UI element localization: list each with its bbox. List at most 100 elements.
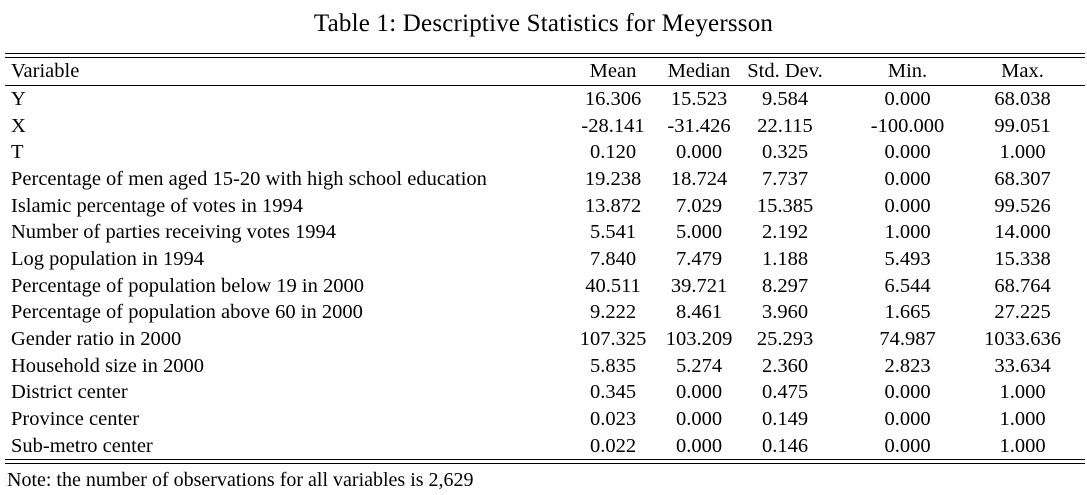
- value-cell: 68.038: [994, 88, 1051, 110]
- value-cell: 25.293: [756, 327, 814, 350]
- table-row: Number of parties receiving votes 1994 5.…: [5, 219, 1085, 246]
- table-row: Islamic percentage of votes in 1994 13.87…: [5, 193, 1085, 220]
- bottom-double-rule: [5, 459, 1085, 465]
- value-cell: 0.000: [884, 141, 931, 164]
- value-cell: 0.475: [761, 381, 809, 404]
- value-cell: 103.209: [665, 327, 733, 350]
- value-cell: 7.737: [761, 167, 809, 190]
- table-title: Table 1: Descriptive Statistics for Meye…: [313, 10, 774, 37]
- value-cell: 0.000: [884, 88, 931, 110]
- value-cell: 33.634: [994, 354, 1051, 377]
- value-cell: 15.385: [756, 194, 814, 217]
- variable-label-cell: Percentage of population below 19 in 200…: [11, 274, 364, 297]
- value-cell: 68.764: [994, 274, 1051, 297]
- value-cell: 2.192: [761, 221, 809, 244]
- value-cell: 1.000: [999, 434, 1046, 457]
- table-row: Gender ratio in 2000 107.325 103.209 25.293…: [5, 326, 1085, 353]
- value-cell: 7.029: [675, 194, 723, 217]
- table-row: X -28.141 -31.426 22.115 -100.000 99.051: [5, 113, 1085, 140]
- value-cell: 0.000: [884, 407, 931, 430]
- column-header-mean: Mean: [563, 58, 663, 86]
- value-cell: 1.000: [999, 381, 1046, 404]
- value-cell: 1.000: [999, 407, 1046, 430]
- value-cell: 13.872: [584, 194, 642, 217]
- value-cell: 107.325: [579, 327, 647, 350]
- value-cell: 0.023: [589, 407, 637, 430]
- value-cell: 22.115: [757, 114, 813, 137]
- value-cell: 0.000: [675, 407, 723, 430]
- value-cell: -100.000: [870, 114, 945, 137]
- value-cell: 99.526: [994, 194, 1051, 217]
- value-cell: 0.022: [589, 434, 637, 457]
- table-row: Province center 0.023 0.000 0.149 0.000 1.000: [5, 406, 1085, 433]
- value-cell: 8.297: [761, 274, 809, 297]
- column-header-std-dev: Std. Dev.: [735, 58, 835, 86]
- variable-label-cell: X: [11, 114, 26, 137]
- value-cell: 1.000: [884, 221, 931, 244]
- value-cell: 99.051: [994, 114, 1051, 137]
- variable-label-cell: Gender ratio in 2000: [11, 327, 182, 350]
- table-row: Percentage of population below 19 in 200…: [5, 273, 1085, 300]
- variable-label-cell: Percentage of men aged 15-20 with high s…: [11, 167, 487, 190]
- value-cell: 3.960: [761, 301, 809, 324]
- value-cell: 5.274: [675, 354, 723, 377]
- value-cell: 1033.636: [984, 327, 1061, 350]
- value-cell: 0.345: [589, 381, 637, 404]
- value-cell: 0.000: [884, 381, 931, 404]
- value-cell: 0.000: [884, 434, 931, 457]
- value-cell: 0.000: [884, 194, 931, 217]
- table-row: Household size in 2000 5.835 5.274 2.360 2.8…: [5, 353, 1085, 380]
- variable-label-cell: Percentage of population above 60 in 200…: [11, 301, 363, 324]
- value-cell: 0.325: [761, 141, 809, 164]
- data-table: Variable Mean Median Std. Dev. Min. Max. Y 16.…: [5, 58, 1085, 459]
- table-row: Percentage of population above 60 in 200…: [5, 299, 1085, 326]
- variable-label-cell: District center: [11, 381, 128, 404]
- value-cell: 40.511: [585, 274, 641, 297]
- table-row: Log population in 1994 7.840 7.479 1.188 5.4…: [5, 246, 1085, 273]
- table-row: Percentage of men aged 15-20 with high s…: [5, 166, 1085, 193]
- table-row: Sub-metro center 0.022 0.000 0.146 0.000 1.00…: [5, 433, 1085, 460]
- value-cell: 74.987: [879, 327, 936, 350]
- variable-label-cell: Sub-metro center: [11, 434, 153, 457]
- value-cell: 1.665: [884, 301, 931, 324]
- value-cell: 15.338: [994, 247, 1051, 270]
- value-cell: 8.461: [675, 301, 723, 324]
- value-cell: 2.360: [761, 354, 809, 377]
- value-cell: 0.000: [675, 381, 723, 404]
- column-header-max: Max.: [980, 58, 1085, 86]
- variable-label-cell: Province center: [11, 407, 140, 430]
- value-cell: 5.493: [884, 247, 931, 270]
- column-header-median: Median: [663, 58, 735, 86]
- value-cell: 15.523: [670, 88, 728, 110]
- value-cell: 0.120: [589, 141, 637, 164]
- table-row: District center 0.345 0.000 0.475 0.000 1.000: [5, 379, 1085, 406]
- descriptive-statistics-table: Variable Mean Median Std. Dev. Min. Max. Y 16.…: [5, 53, 1085, 492]
- column-header-variable: Variable: [5, 58, 563, 86]
- variable-label-cell: Islamic percentage of votes in 1994: [11, 194, 304, 217]
- value-cell: 18.724: [670, 167, 728, 190]
- value-cell: 68.307: [994, 167, 1051, 190]
- value-cell: 1.000: [999, 141, 1046, 164]
- value-cell: 14.000: [994, 221, 1051, 244]
- variable-label-cell: Household size in 2000: [11, 354, 205, 377]
- value-cell: 5.000: [675, 221, 723, 244]
- value-cell: 2.823: [884, 354, 931, 377]
- value-cell: 39.721: [670, 274, 728, 297]
- value-cell: 0.149: [761, 407, 809, 430]
- table-note: Note: the number of observations for all…: [7, 469, 474, 492]
- value-cell: 0.000: [884, 167, 931, 190]
- table-body: Y 16.306 15.523 9.584 0.000 68.038 X -28.141 -31…: [5, 86, 1085, 460]
- value-cell: 1.188: [761, 247, 809, 270]
- value-cell: 5.541: [589, 221, 637, 244]
- table-row: T 0.120 0.000 0.325 0.000 1.000: [5, 139, 1085, 166]
- value-cell: 0.146: [761, 434, 809, 457]
- variable-label-cell: T: [11, 141, 24, 164]
- value-cell: 9.222: [589, 301, 637, 324]
- value-cell: 7.479: [675, 247, 723, 270]
- value-cell: 9.584: [761, 88, 809, 110]
- variable-label-cell: Log population in 1994: [11, 247, 205, 270]
- value-cell: 5.835: [589, 354, 637, 377]
- variable-label-cell: Number of parties receiving votes 1994: [11, 221, 337, 244]
- top-double-rule: [5, 53, 1085, 58]
